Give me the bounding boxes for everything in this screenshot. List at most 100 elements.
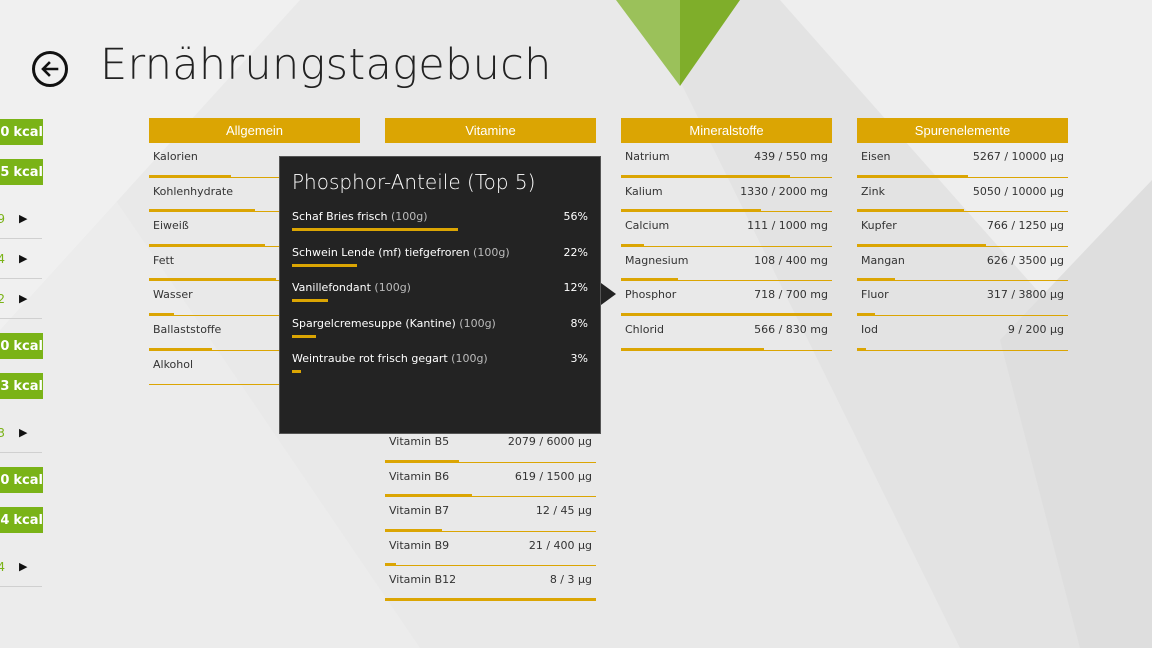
nutrient-row[interactable]: Vitamin B6 619 / 1500 µg — [385, 463, 596, 498]
nutrient-row[interactable]: Vitamin B5 2079 / 6000 µg — [385, 428, 596, 463]
nutrient-row[interactable]: Zink 5050 / 10000 µg — [857, 178, 1068, 213]
column-spurenelemente: Spurenelemente Eisen 5267 / 10000 µg Zink 5… — [857, 118, 1068, 351]
nutrient-value: 317 / 3800 µg — [986, 288, 1064, 302]
popup-item: Weintraube rot frisch gegart (100g) 3% — [292, 352, 588, 386]
chevron-right-icon[interactable]: ▶ — [19, 212, 28, 225]
nutrient-label: Kupfer — [861, 219, 897, 233]
nutrient-label: Vitamin B5 — [389, 435, 450, 448]
day-kcal-unit: kcal — [13, 124, 43, 140]
column-header-vitamine: Vitamine — [385, 118, 596, 143]
nutrient-row[interactable]: Natrium 439 / 550 mg — [621, 143, 832, 178]
chevron-right-icon[interactable]: ▶ — [19, 252, 28, 265]
nutrient-label: Magnesium — [625, 253, 689, 267]
nutrient-progress-bar — [857, 347, 867, 351]
nutrient-label: Natrium — [625, 150, 670, 163]
nutrient-progress-bar — [149, 174, 232, 178]
day-kcal-badge[interactable]: 0 kcal — [0, 467, 43, 493]
nutrient-row[interactable]: Kupfer 766 / 1250 µg — [857, 212, 1068, 247]
meal-count: 9 — [0, 211, 5, 226]
day-kcal-unit: kcal — [13, 472, 43, 488]
day-kcal-badge[interactable]: 5 kcal — [0, 159, 43, 185]
nutrient-progress-bar — [149, 209, 255, 213]
popup-item-bar — [292, 228, 458, 231]
nutrient-progress-bar — [621, 278, 678, 282]
nutrient-progress-bar — [385, 597, 596, 601]
meal-row[interactable]: 4 ▶ — [0, 547, 42, 587]
nutrient-label: Phosphor — [625, 288, 677, 302]
column-allgemein: Allgemein Kalorien Kohlenhydrate Eiweiß Fet… — [149, 118, 360, 386]
green-triangle-right — [680, 0, 740, 86]
nutrient-value: 2079 / 6000 µg — [507, 435, 592, 448]
popup-item: Schaf Bries frisch (100g) 56% — [292, 210, 588, 244]
popup-item-unit: (100g) — [473, 245, 510, 259]
popup-item-name: Schwein Lende (mf) tiefgefroren (100g) — [292, 246, 510, 259]
nutrient-row[interactable]: Phosphor 718 / 700 mg — [621, 281, 832, 316]
nutrient-value: 111 / 1000 mg — [747, 219, 828, 233]
popup-item-food: Vanillefondant — [292, 281, 371, 294]
day-kcal-value: 0 — [0, 472, 10, 488]
popup-pointer — [601, 283, 616, 305]
popup-item-food: Schaf Bries frisch — [292, 210, 388, 223]
nutrient-label: Eiweiß — [153, 219, 189, 233]
nutrient-row[interactable]: Chlorid 566 / 830 mg — [621, 316, 832, 351]
nutrient-value: 5267 / 10000 µg — [972, 150, 1064, 163]
nutrient-progress-bar — [385, 494, 472, 498]
nutrient-row[interactable]: Vitamin B9 21 / 400 µg — [385, 532, 596, 567]
nutrient-row[interactable]: Fett — [149, 247, 360, 282]
nutrient-row[interactable]: Magnesium 108 / 400 mg — [621, 247, 832, 282]
nutrient-row[interactable]: Eiweiß — [149, 212, 360, 247]
popup-item-food: Weintraube rot frisch gegart — [292, 352, 448, 365]
day-kcal-badge[interactable]: 3 kcal — [0, 373, 43, 399]
day-kcal-value: 0 — [0, 338, 10, 354]
nutrient-row[interactable]: Calcium 111 / 1000 mg — [621, 212, 832, 247]
nutrient-row[interactable]: Mangan 626 / 3500 µg — [857, 247, 1068, 282]
nutrient-progress-bar — [385, 528, 442, 532]
nutrient-label: Eisen — [861, 150, 891, 163]
nutrient-label: Calcium — [625, 219, 670, 233]
nutrient-value: 566 / 830 mg — [754, 322, 828, 336]
chevron-right-icon[interactable]: ▶ — [19, 426, 28, 439]
nutrient-value: 9 / 200 µg — [1007, 322, 1064, 336]
nutrient-label: Iod — [861, 322, 878, 336]
nutrient-row[interactable]: Fluor 317 / 3800 µg — [857, 281, 1068, 316]
nutrient-row[interactable]: Vitamin B12 8 / 3 µg — [385, 566, 596, 601]
nutrient-row[interactable]: Kalorien — [149, 143, 360, 178]
nutrient-progress-bar — [621, 174, 790, 178]
back-arrow-icon — [41, 61, 59, 77]
chevron-right-icon[interactable]: ▶ — [19, 560, 28, 573]
nutrient-value: 439 / 550 mg — [754, 150, 828, 163]
nutrient-value: 108 / 400 mg — [754, 253, 828, 267]
nutrient-row[interactable]: Eisen 5267 / 10000 µg — [857, 143, 1068, 178]
popup-item: Schwein Lende (mf) tiefgefroren (100g) 22… — [292, 246, 588, 280]
popup-item-percent: 56% — [563, 210, 588, 223]
nutrient-row[interactable]: Kohlenhydrate — [149, 178, 360, 213]
popup-item-bar — [292, 370, 301, 373]
nutrient-row[interactable]: Ballaststoffe — [149, 316, 360, 351]
nutrient-label: Kohlenhydrate — [153, 184, 233, 198]
nutrient-row[interactable]: Kalium 1330 / 2000 mg — [621, 178, 832, 213]
nutrient-row[interactable]: Alkohol — [149, 351, 360, 386]
nutrient-progress-bar — [149, 347, 213, 351]
meal-row[interactable]: 9 ▶ — [0, 199, 42, 239]
nutrient-label: Kalorien — [153, 150, 198, 163]
nutrient-row[interactable]: Iod 9 / 200 µg — [857, 316, 1068, 351]
meal-row[interactable]: 2 ▶ — [0, 279, 42, 319]
meal-row[interactable]: 3 ▶ — [0, 413, 42, 453]
meal-row[interactable]: 4 ▶ — [0, 239, 42, 279]
nutrient-progress-bar — [149, 312, 175, 316]
nutrient-label: Kalium — [625, 184, 663, 198]
nutrient-progress-bar — [385, 563, 396, 567]
popup-item-unit: (100g) — [374, 281, 411, 294]
nutrient-value: 1330 / 2000 mg — [740, 184, 828, 198]
popup-item-percent: 8% — [570, 316, 588, 330]
popup-item-name: Spargelcremesuppe (Kantine) (100g) — [292, 317, 496, 330]
day-kcal-badge[interactable]: 0 kcal — [0, 119, 43, 145]
back-button[interactable] — [32, 51, 68, 87]
day-kcal-value: 5 — [0, 164, 10, 180]
day-kcal-badge[interactable]: 4 kcal — [0, 507, 43, 533]
chevron-right-icon[interactable]: ▶ — [19, 292, 28, 305]
nutrient-row[interactable]: Vitamin B7 12 / 45 µg — [385, 497, 596, 532]
meal-count: 4 — [0, 559, 5, 574]
day-kcal-badge[interactable]: 0 kcal — [0, 333, 43, 359]
nutrient-label: Zink — [861, 184, 885, 198]
